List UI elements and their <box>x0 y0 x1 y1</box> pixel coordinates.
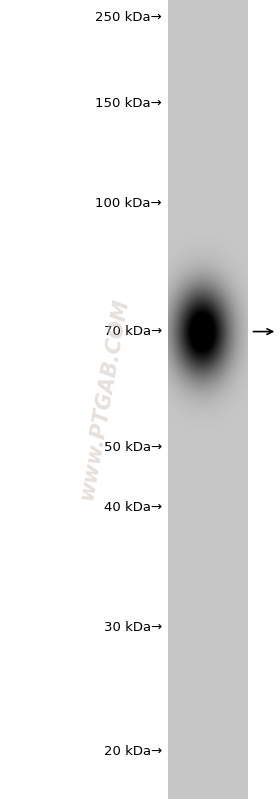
Text: 20 kDa→: 20 kDa→ <box>104 745 162 757</box>
Text: 30 kDa→: 30 kDa→ <box>104 621 162 634</box>
Text: 70 kDa→: 70 kDa→ <box>104 325 162 338</box>
Text: 250 kDa→: 250 kDa→ <box>95 11 162 24</box>
Text: 150 kDa→: 150 kDa→ <box>95 97 162 110</box>
Text: 40 kDa→: 40 kDa→ <box>104 501 162 514</box>
Text: www.PTGAB.COM: www.PTGAB.COM <box>76 297 131 502</box>
Text: 50 kDa→: 50 kDa→ <box>104 441 162 454</box>
Text: 100 kDa→: 100 kDa→ <box>95 197 162 210</box>
